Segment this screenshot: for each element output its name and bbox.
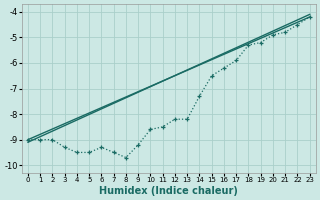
X-axis label: Humidex (Indice chaleur): Humidex (Indice chaleur) xyxy=(100,186,238,196)
